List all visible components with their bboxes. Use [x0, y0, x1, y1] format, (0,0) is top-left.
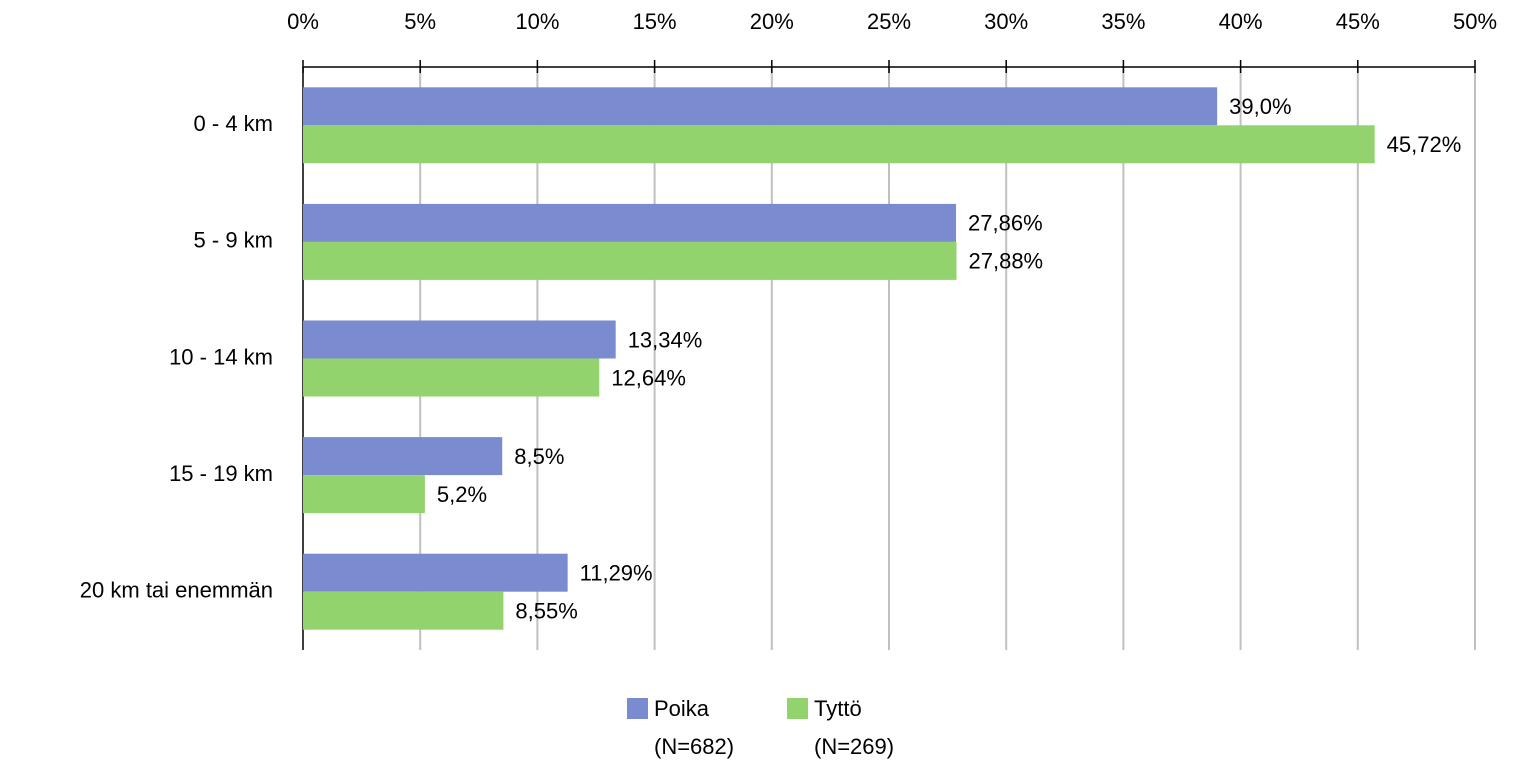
data-label: 12,64%	[611, 365, 686, 390]
y-tick-label: 5 - 9 km	[194, 228, 273, 253]
x-tick-label: 50%	[1453, 9, 1497, 34]
bar	[303, 437, 503, 476]
x-tick-label: 5%	[404, 9, 436, 34]
data-label: 27,86%	[968, 211, 1043, 236]
bar	[303, 241, 957, 280]
x-tick-label: 40%	[1219, 9, 1263, 34]
data-label: 11,29%	[580, 561, 653, 586]
data-label: 8,5%	[514, 444, 564, 469]
legend-swatch	[627, 698, 648, 719]
legend-item: Tyttö (N=269)	[787, 690, 894, 760]
x-tick-label: 35%	[1101, 9, 1145, 34]
bar	[303, 320, 616, 359]
x-tick-label: 45%	[1336, 9, 1380, 34]
x-tick-label: 10%	[515, 9, 559, 34]
legend-swatch	[787, 698, 808, 719]
data-label: 39,0%	[1229, 94, 1291, 119]
legend-label: Tyttö (N=269)	[814, 696, 895, 759]
data-label: 8,55%	[515, 599, 577, 624]
data-label: 13,34%	[628, 327, 703, 352]
y-tick-label: 15 - 19 km	[169, 461, 273, 486]
bar	[303, 475, 425, 514]
y-tick-label: 0 - 4 km	[194, 111, 273, 136]
bar	[303, 358, 600, 397]
x-tick-label: 20%	[750, 9, 794, 34]
bar	[303, 125, 1375, 164]
bar	[303, 87, 1218, 126]
data-label: 27,88%	[969, 249, 1044, 274]
y-tick-label: 20 km tai enemmän	[80, 578, 273, 603]
x-tick-label: 0%	[287, 9, 319, 34]
bar	[303, 591, 504, 630]
bar	[303, 203, 957, 242]
x-tick-label: 30%	[984, 9, 1028, 34]
x-tick-label: 15%	[633, 9, 677, 34]
data-label: 5,2%	[437, 482, 487, 507]
data-label: 45,72%	[1387, 132, 1462, 157]
y-tick-label: 10 - 14 km	[169, 344, 273, 369]
x-tick-label: 25%	[867, 9, 911, 34]
bar	[303, 553, 568, 592]
legend-item: Poika (N=682)	[627, 690, 734, 760]
legend-label: Poika (N=682)	[654, 696, 735, 759]
